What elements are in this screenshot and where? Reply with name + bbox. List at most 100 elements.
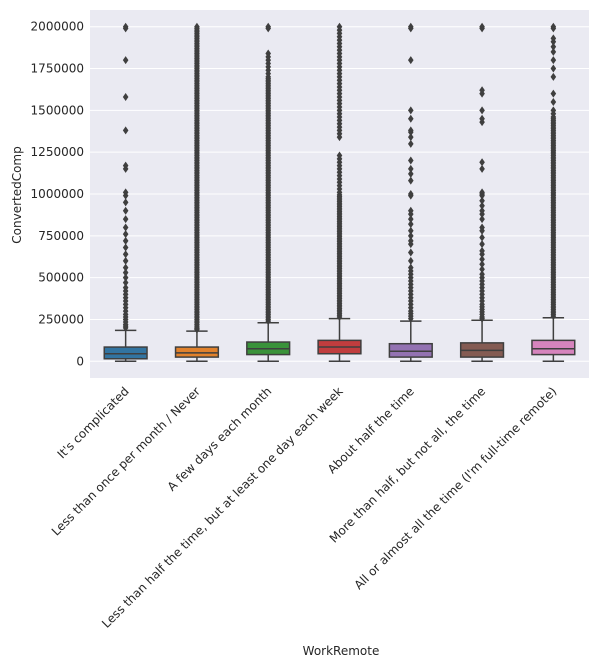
- box-iqr: [531, 339, 576, 356]
- outlier-point: [550, 22, 557, 31]
- outlier-point: [550, 56, 557, 65]
- outlier-point: [479, 255, 485, 264]
- y-axis-label: ConvertedComp: [10, 146, 24, 243]
- y-tick-label: 1750000: [31, 62, 84, 76]
- y-tick-label: 750000: [38, 229, 84, 243]
- y-tick-label: 1000000: [31, 187, 84, 201]
- y-tick-label: 0: [76, 354, 84, 368]
- outlier-point: [479, 114, 485, 123]
- outlier-point: [407, 106, 414, 115]
- outlier-point: [122, 268, 129, 277]
- outlier-point: [122, 250, 129, 259]
- outlier-point: [550, 64, 557, 73]
- outlier-point: [122, 126, 129, 135]
- outlier-point: [407, 190, 414, 198]
- outlier-point: [550, 98, 557, 106]
- outlier-point: [194, 22, 200, 31]
- outlier-point: [550, 72, 557, 81]
- outlier-point: [550, 42, 557, 51]
- outlier-point: [122, 215, 129, 224]
- outlier-point: [122, 263, 129, 272]
- x-tick-label: Less than half the time, but at least on…: [99, 384, 346, 631]
- outlier-point: [479, 188, 485, 197]
- outlier-point: [336, 151, 343, 160]
- outlier-point: [122, 161, 129, 170]
- outlier-point: [122, 223, 129, 232]
- outlier-point: [122, 188, 129, 197]
- outlier-point: [479, 196, 485, 205]
- outlier-point: [407, 220, 414, 229]
- outlier-point: [407, 256, 414, 265]
- outlier-point: [407, 236, 414, 245]
- outlier-point: [479, 246, 485, 255]
- y-tick-label: 1250000: [31, 145, 84, 159]
- outlier-point: [122, 243, 129, 252]
- y-tick-label: 1500000: [31, 103, 84, 117]
- y-axis-ticks: 0 250000 500000 750000 1000000 1250000 1500000…: [31, 20, 84, 369]
- outlier-point: [479, 106, 485, 115]
- outlier-point: [407, 206, 414, 215]
- outlier-point: [479, 240, 485, 249]
- outlier-point: [479, 215, 485, 224]
- outlier-point: [479, 233, 485, 242]
- outlier-point: [122, 92, 129, 101]
- outlier-point: [550, 106, 557, 115]
- x-tick-label: It's complicated: [55, 384, 132, 461]
- outlier-point: [265, 49, 272, 58]
- outlier-point: [479, 164, 485, 173]
- x-tick-label: Less than once per month / Never: [49, 384, 203, 538]
- outlier-point: [407, 169, 414, 178]
- outlier-point: [122, 283, 129, 292]
- x-axis-label: WorkRemote: [303, 644, 380, 658]
- outlier-point: [479, 86, 485, 95]
- y-tick-label: 2000000: [31, 20, 84, 34]
- outlier-point: [122, 198, 129, 207]
- outlier-point: [122, 230, 129, 239]
- y-tick-label: 500000: [38, 271, 84, 285]
- outlier-point: [122, 278, 129, 287]
- plot-area: [90, 10, 589, 378]
- box-iqr: [103, 346, 148, 360]
- outlier-point: [407, 176, 414, 185]
- box-group: [531, 22, 576, 363]
- outlier-point: [265, 22, 272, 31]
- outlier-point: [479, 206, 485, 215]
- box-group: [317, 22, 362, 363]
- outlier-point: [407, 22, 414, 31]
- box-group: [388, 22, 433, 363]
- outlier-point: [122, 236, 129, 245]
- outlier-point: [122, 206, 129, 215]
- outlier-point: [122, 22, 129, 31]
- outlier-point: [479, 22, 485, 31]
- outlier-point: [122, 256, 129, 265]
- outlier-point: [479, 260, 485, 269]
- outlier-point: [479, 265, 485, 274]
- outlier-point: [407, 156, 414, 165]
- box-iqr: [174, 346, 220, 358]
- outlier-point: [407, 231, 414, 240]
- outlier-point: [407, 248, 414, 257]
- outlier-point: [407, 126, 414, 135]
- outlier-point: [407, 56, 414, 65]
- outlier-point: [407, 263, 414, 272]
- outlier-point: [550, 34, 557, 43]
- box-group: [246, 22, 291, 363]
- box-iqr: [388, 342, 433, 358]
- outlier-point: [407, 164, 414, 173]
- outlier-point: [550, 89, 557, 98]
- outlier-point: [479, 201, 485, 210]
- outlier-point: [407, 133, 414, 142]
- outlier-point: [407, 226, 414, 235]
- outlier-point: [479, 223, 485, 232]
- outlier-point: [550, 47, 557, 56]
- box-group: [459, 22, 505, 363]
- outlier-point: [479, 158, 485, 167]
- box-group: [103, 22, 148, 363]
- outlier-point: [407, 215, 414, 224]
- x-tick-label: More than half, but not all, the time: [327, 384, 488, 545]
- y-tick-label: 250000: [38, 312, 84, 326]
- outlier-point: [407, 139, 414, 148]
- outlier-point: [336, 22, 343, 31]
